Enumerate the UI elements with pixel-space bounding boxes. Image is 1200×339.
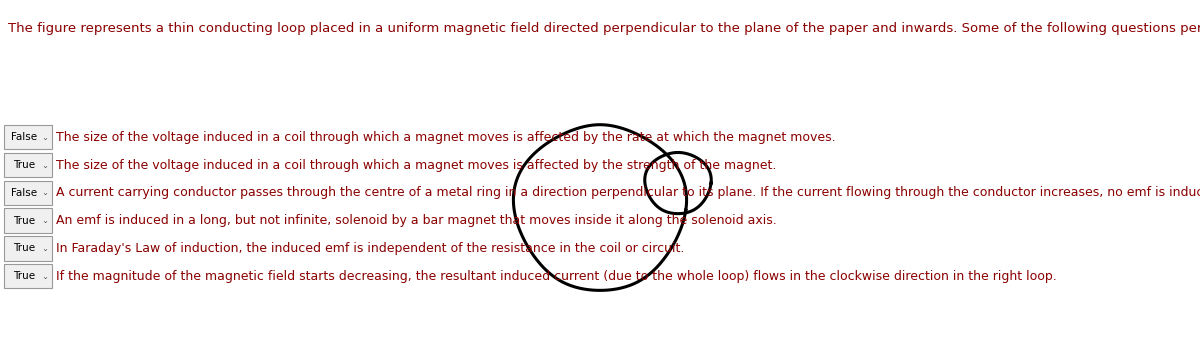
Text: False: False [11, 188, 37, 198]
Text: A current carrying conductor passes through the centre of a metal ring in a dire: A current carrying conductor passes thro… [56, 186, 1200, 199]
FancyBboxPatch shape [4, 236, 52, 261]
FancyBboxPatch shape [4, 208, 52, 233]
Text: True: True [13, 243, 35, 254]
Text: If the magnitude of the magnetic field starts decreasing, the resultant induced : If the magnitude of the magnetic field s… [56, 270, 1057, 283]
Text: ⌄: ⌄ [41, 216, 48, 225]
Text: False: False [11, 132, 37, 142]
Text: True: True [13, 160, 35, 170]
Text: True: True [13, 216, 35, 226]
Text: ⌄: ⌄ [41, 161, 48, 170]
Text: ⌄: ⌄ [41, 244, 48, 253]
Text: ⌄: ⌄ [41, 188, 48, 197]
Text: ⌄: ⌄ [41, 272, 48, 281]
Text: The size of the voltage induced in a coil through which a magnet moves is affect: The size of the voltage induced in a coi… [56, 159, 776, 172]
Text: The figure represents a thin conducting loop placed in a uniform magnetic field : The figure represents a thin conducting … [8, 22, 1200, 35]
FancyBboxPatch shape [4, 181, 52, 205]
Text: ⌄: ⌄ [41, 133, 48, 142]
FancyBboxPatch shape [4, 153, 52, 177]
Text: In Faraday's Law of induction, the induced emf is independent of the resistance : In Faraday's Law of induction, the induc… [56, 242, 685, 255]
FancyBboxPatch shape [4, 264, 52, 288]
Text: True: True [13, 271, 35, 281]
FancyBboxPatch shape [4, 125, 52, 149]
Text: An emf is induced in a long, but not infinite, solenoid by a bar magnet that mov: An emf is induced in a long, but not inf… [56, 214, 778, 227]
Text: The size of the voltage induced in a coil through which a magnet moves is affect: The size of the voltage induced in a coi… [56, 131, 836, 144]
